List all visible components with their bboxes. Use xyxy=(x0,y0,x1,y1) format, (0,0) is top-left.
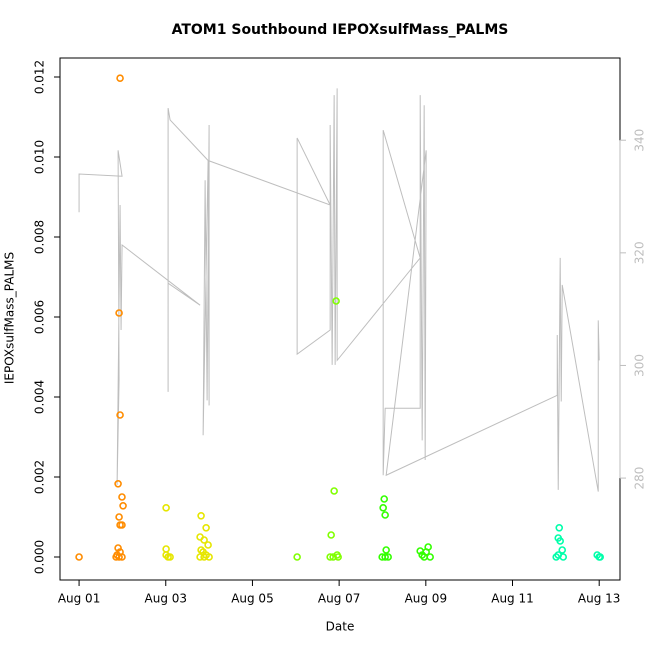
data-point xyxy=(330,487,338,495)
y-tick-label: 0.004 xyxy=(33,380,47,414)
data-point xyxy=(200,536,208,544)
data-point xyxy=(326,553,334,561)
data-point xyxy=(112,553,120,561)
data-point xyxy=(327,531,335,539)
data-point xyxy=(197,546,205,554)
y-axis-label: IEPOXsulfMass_PALMS xyxy=(3,252,17,384)
data-point xyxy=(382,546,390,554)
data-point xyxy=(197,511,205,520)
data-point xyxy=(115,553,123,561)
y-tick-label: 0.006 xyxy=(33,300,47,334)
x-tick-label: Aug 05 xyxy=(231,592,274,606)
data-point xyxy=(162,503,170,512)
y2-tick-label: 280 xyxy=(633,467,647,490)
data-point xyxy=(119,501,127,510)
data-point xyxy=(114,544,122,552)
data-point xyxy=(116,74,124,82)
x-axis-label: Date xyxy=(326,620,355,634)
data-point xyxy=(166,553,174,561)
data-point xyxy=(381,553,389,561)
data-point xyxy=(329,553,337,561)
data-point xyxy=(555,523,564,532)
data-point xyxy=(334,553,342,561)
y2-tick-label: 340 xyxy=(633,129,647,152)
data-point xyxy=(379,503,387,512)
data-point xyxy=(424,543,432,551)
x-tick-label: Aug 13 xyxy=(578,592,621,606)
data-point xyxy=(420,553,428,561)
data-point xyxy=(381,511,389,519)
y-tick-label: 0.002 xyxy=(33,460,47,494)
data-point xyxy=(200,553,208,561)
data-point xyxy=(552,553,560,561)
data-point xyxy=(384,553,392,561)
data-point xyxy=(559,553,568,561)
x-tick-label: Aug 11 xyxy=(491,592,534,606)
data-point xyxy=(116,411,124,419)
data-point xyxy=(558,546,567,554)
data-point xyxy=(115,309,123,317)
data-point xyxy=(380,495,389,503)
y-tick-label: 0.008 xyxy=(33,220,47,254)
chart-title: ATOM1 Southbound IEPOXsulfMass_PALMS xyxy=(172,22,509,38)
data-point xyxy=(204,541,212,549)
data-point xyxy=(332,297,340,305)
y-tick-label: 0.000 xyxy=(33,540,47,574)
data-point xyxy=(114,479,122,488)
x-tick-label: Aug 09 xyxy=(405,592,448,606)
y2-tick-label: 300 xyxy=(633,354,647,377)
y2-tick-label: 320 xyxy=(633,241,647,264)
data-point xyxy=(75,553,83,561)
data-point xyxy=(115,513,123,521)
data-point xyxy=(196,553,204,561)
y-tick-label: 0.010 xyxy=(33,140,47,174)
x-tick-label: Aug 07 xyxy=(318,592,361,606)
data-line xyxy=(78,88,600,492)
data-point xyxy=(162,551,170,559)
x-tick-label: Aug 03 xyxy=(145,592,188,606)
y-tick-label: 0.012 xyxy=(33,60,47,94)
data-point xyxy=(596,553,604,561)
data-point xyxy=(205,553,213,561)
data-point xyxy=(118,493,126,501)
data-point xyxy=(293,553,301,561)
x-tick-label: Aug 01 xyxy=(58,592,101,606)
data-point xyxy=(202,523,210,532)
data-point xyxy=(556,537,564,545)
data-point xyxy=(118,521,126,529)
